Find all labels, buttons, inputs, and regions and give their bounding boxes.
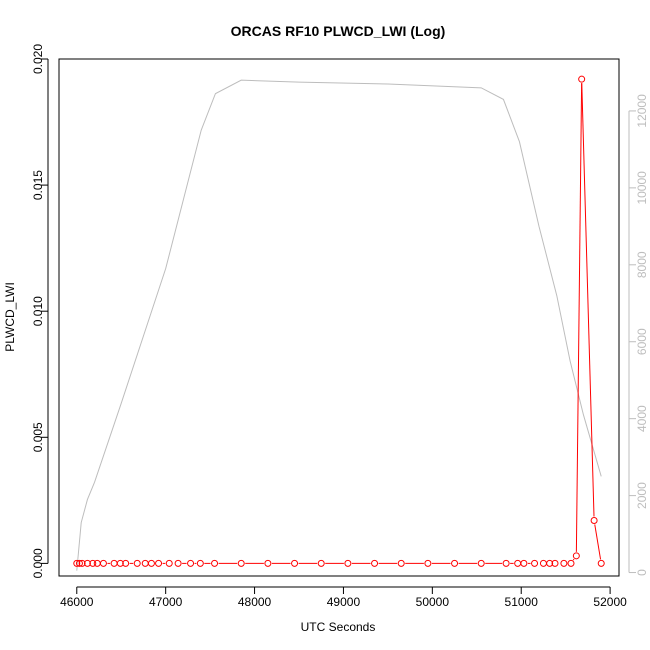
y2-tick-label: 4000 [635, 405, 649, 432]
series-0-point [155, 559, 163, 567]
series-0-segment [575, 83, 583, 552]
series-0-point [424, 559, 432, 567]
x-tick-label: 52000 [593, 595, 627, 609]
series-0-segment [572, 558, 575, 561]
series-0-point [531, 559, 539, 567]
series-0-point [89, 559, 97, 567]
series-0-point [116, 559, 124, 567]
series-0-point [122, 559, 130, 567]
series-0-point [477, 559, 485, 567]
series-0-segment [594, 524, 602, 560]
y2-tick-label: 2000 [635, 482, 649, 509]
series-0-point [560, 559, 568, 567]
y-tick-label: 0.015 [31, 170, 45, 200]
series-0-point [187, 559, 195, 567]
series-0-point [75, 559, 83, 567]
series-0-point [133, 559, 141, 567]
series-0-segment [581, 83, 595, 517]
x-tick-label: 47000 [149, 595, 183, 609]
x-tick-label: 49000 [327, 595, 361, 609]
series-0-point [551, 559, 559, 567]
series-0-point [578, 75, 586, 83]
y2-tick-label: 8000 [635, 251, 649, 278]
chart-title: ORCAS RF10 PLWCD_LWI (Log) [231, 23, 446, 39]
x-axis-label: UTC Seconds [301, 620, 376, 634]
series-0-point [147, 559, 155, 567]
left-series-group [73, 75, 605, 567]
series-0-point [237, 559, 245, 567]
y-axis-label: PLWCD_LWI [3, 282, 17, 352]
series-0-point [317, 559, 325, 567]
series-0-point [99, 559, 107, 567]
x-tick-label: 48000 [238, 595, 272, 609]
series-0-point [567, 559, 575, 567]
y-tick-label: 0.000 [31, 548, 45, 578]
series-0-point [344, 559, 352, 567]
y2-tick-label: 12000 [635, 94, 649, 128]
series-0-point [291, 559, 299, 567]
series-0-point [590, 517, 598, 525]
plot-frame [58, 58, 620, 577]
series-0-point [83, 559, 91, 567]
right-series-group [76, 79, 602, 571]
series-0-point [165, 559, 173, 567]
x-tick-label: 46000 [60, 595, 94, 609]
y2-tick-label: 6000 [635, 328, 649, 355]
series-0-point [502, 559, 510, 567]
axes-group: 46000 47000 48000 49000 50000 51000 52000 0.000… [31, 44, 649, 609]
series-0-point [597, 559, 605, 567]
series-0-point [520, 559, 528, 567]
series-0-point [572, 552, 580, 560]
x-tick-label: 51000 [505, 595, 539, 609]
series-0-point [264, 559, 272, 567]
y2-tick-label: 0 [635, 569, 649, 576]
series-0-point [397, 559, 405, 567]
series-1-line [76, 79, 602, 571]
series-0-point [78, 559, 86, 567]
series-0-point [546, 559, 554, 567]
x-tick-label: 50000 [416, 595, 450, 609]
series-0-point [174, 559, 182, 567]
series-0-point [451, 559, 459, 567]
series-0-point [196, 559, 204, 567]
y-tick-label: 0.020 [31, 44, 45, 74]
series-0-point [73, 559, 81, 567]
y-tick-label: 0.010 [31, 296, 45, 326]
y2-tick-label: 10000 [635, 171, 649, 205]
series-0-point [211, 559, 219, 567]
y-tick-label: 0.005 [31, 422, 45, 452]
series-0-point [371, 559, 379, 567]
